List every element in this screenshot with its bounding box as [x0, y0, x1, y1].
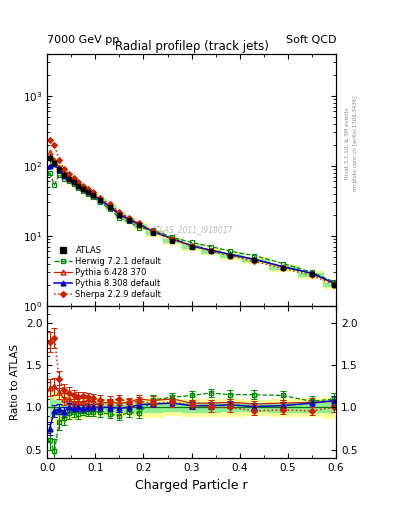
Text: ATLAS_2011_I919017: ATLAS_2011_I919017	[151, 226, 233, 234]
Text: mcplots.cern.ch [arXiv:1306.3436]: mcplots.cern.ch [arXiv:1306.3436]	[353, 96, 358, 191]
Y-axis label: Ratio to ATLAS: Ratio to ATLAS	[10, 344, 20, 420]
Legend: ATLAS, Herwig 7.2.1 default, Pythia 6.428 370, Pythia 8.308 default, Sherpa 2.2.: ATLAS, Herwig 7.2.1 default, Pythia 6.42…	[51, 243, 164, 302]
Text: 7000 GeV pp: 7000 GeV pp	[47, 35, 119, 45]
Text: Soft QCD: Soft QCD	[286, 35, 336, 45]
Text: Rivet 3.1.10, ≥ 3M events: Rivet 3.1.10, ≥ 3M events	[345, 108, 350, 179]
X-axis label: Charged Particle r: Charged Particle r	[135, 479, 248, 492]
Title: Radial profileρ (track jets): Radial profileρ (track jets)	[115, 39, 268, 53]
